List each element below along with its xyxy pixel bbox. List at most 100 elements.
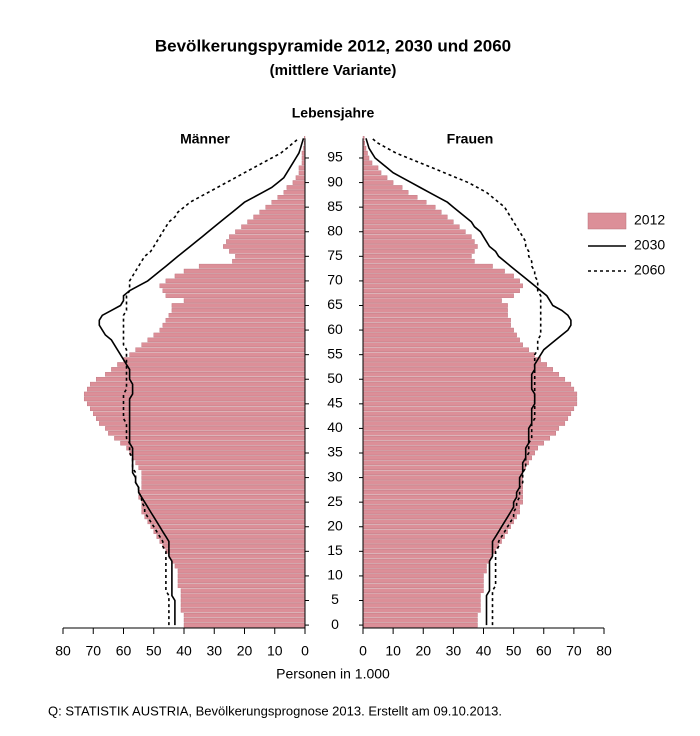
bar [362,342,523,348]
x-tick-label: 80 [596,643,612,659]
bar [362,254,472,259]
bar [174,273,306,279]
bar [159,539,306,544]
bar [362,317,511,323]
bar [165,317,306,323]
bar [298,170,306,175]
y-tick-label: 95 [327,149,343,165]
bar [183,622,306,628]
bar [362,322,511,328]
y-tick-label: 90 [327,173,343,189]
bar [362,155,370,161]
bar [362,234,472,239]
bar [183,617,306,623]
bar [226,239,306,244]
bar [362,519,514,525]
x-tick-label: 10 [267,643,283,659]
y-tick-label: 30 [327,468,343,484]
bar [295,175,306,180]
bar [177,568,306,574]
bar [362,622,478,628]
bar [86,401,306,407]
bar [362,480,523,485]
bar [183,612,306,618]
bar [362,598,481,603]
bar [362,465,526,471]
bar [105,426,306,431]
bar [362,204,436,210]
bar [362,362,547,367]
bar [362,534,505,539]
x-tick-label: 60 [536,643,552,659]
bar [362,239,475,244]
bar [162,322,306,328]
bar [362,381,572,387]
bar [120,440,306,446]
bar [362,396,578,402]
bar [177,583,306,589]
bar [362,401,578,407]
bar [86,386,306,392]
bar [362,549,496,554]
bar [362,539,502,544]
bar [141,470,306,475]
bar [362,386,575,392]
bar [147,519,306,525]
bar [90,406,306,412]
bar [123,357,306,362]
y-tick-label: 75 [327,247,343,263]
bar [362,352,535,357]
y-tick-label: 25 [327,493,343,509]
x-tick-label: 70 [85,643,101,659]
bar [362,195,418,200]
bar [229,249,306,254]
bar [362,494,523,500]
y-tick-label: 55 [327,345,343,361]
bar [114,435,306,441]
bar [177,573,306,579]
bar [362,421,566,426]
bar [298,165,306,171]
bar [362,263,493,269]
bar [162,544,306,549]
bar [96,376,306,382]
bar [232,258,306,264]
legend-swatch [587,212,627,230]
y-tick-label: 20 [327,517,343,533]
bar [132,455,306,461]
y-axis-label: Lebensjahre [292,105,375,121]
bar [241,224,306,230]
bar [83,396,306,402]
bar [126,445,306,451]
bar [362,578,484,584]
x-tick-label: 40 [176,643,192,659]
x-tick-label: 10 [385,643,401,659]
y-tick-label: 35 [327,444,343,460]
bar [362,431,557,436]
bar [362,455,532,461]
x-tick-label: 40 [476,643,492,659]
bar [277,195,306,200]
x-axis-label: Personen in 1.000 [276,666,390,682]
x-tick-label: 70 [566,643,582,659]
bar [362,617,478,623]
bar [174,563,306,569]
bar [283,190,306,195]
x-tick-label: 50 [506,643,522,659]
bar [247,219,306,225]
bar [362,150,368,156]
bar [90,381,306,387]
bar [141,499,306,505]
x-tick-label: 20 [237,643,253,659]
bar [271,199,306,205]
bar [141,480,306,485]
left-label: Männer [180,131,230,147]
bar [362,445,538,451]
bar [362,504,520,510]
bar [362,490,523,495]
bar [362,470,523,475]
bar [362,524,511,530]
bar [362,219,454,225]
bar [180,603,306,608]
bar [286,185,306,190]
